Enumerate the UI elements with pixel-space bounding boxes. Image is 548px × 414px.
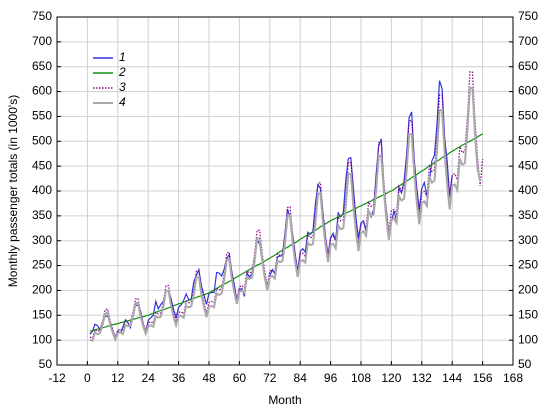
x-tick-label: 156 <box>473 371 493 385</box>
x-tick-label: 120 <box>381 371 401 385</box>
y2-tick-label: 350 <box>518 208 538 222</box>
x-tick-label: 168 <box>503 371 523 385</box>
y-tick-label: 550 <box>32 109 52 123</box>
legend-label: 4 <box>119 95 126 109</box>
y-tick-label: 750 <box>32 9 52 23</box>
y2-tick-label: 200 <box>518 283 538 297</box>
y2-tick-label: 550 <box>518 109 538 123</box>
y2-tick-label: 400 <box>518 183 538 197</box>
y-tick-label: 700 <box>32 34 52 48</box>
y2-tick-label: 250 <box>518 258 538 272</box>
x-tick-label: -12 <box>48 371 66 385</box>
x-axis-label: Month <box>268 393 301 407</box>
x-tick-label: 144 <box>442 371 462 385</box>
legend-label: 1 <box>119 50 126 64</box>
y2-tick-label: 600 <box>518 84 538 98</box>
y-tick-label: 500 <box>32 133 52 147</box>
y2-tick-label: 450 <box>518 158 538 172</box>
y-tick-label: 400 <box>32 183 52 197</box>
y2-tick-label: 300 <box>518 233 538 247</box>
y-tick-label: 100 <box>32 332 52 346</box>
x-tick-label: 108 <box>351 371 371 385</box>
x-tick-label: 0 <box>84 371 91 385</box>
y2-tick-label: 750 <box>518 9 538 23</box>
y-tick-label: 350 <box>32 208 52 222</box>
series-line <box>89 86 482 343</box>
plot-frame <box>56 16 514 366</box>
x-tick-label: 12 <box>111 371 125 385</box>
x-tick-label: 24 <box>142 371 156 385</box>
x-tick-label: 132 <box>412 371 432 385</box>
x-tick-label: 96 <box>324 371 338 385</box>
y-tick-label: 650 <box>32 59 52 73</box>
y-tick-label: 200 <box>32 283 52 297</box>
x-tick-label: 72 <box>263 371 277 385</box>
y2-tick-label: 650 <box>518 59 538 73</box>
y2-tick-label: 700 <box>518 34 538 48</box>
series-line <box>89 70 484 339</box>
y-tick-label: 50 <box>39 357 53 371</box>
y-tick-label: 300 <box>32 233 52 247</box>
x-tick-label: 60 <box>233 371 247 385</box>
y-tick-label: 150 <box>32 307 52 321</box>
x-tick-label: 84 <box>294 371 308 385</box>
legend-label: 2 <box>118 65 126 79</box>
y-tick-label: 450 <box>32 158 52 172</box>
y2-tick-label: 100 <box>518 332 538 346</box>
y-axis-label: Monthly passenger totals (in 1000's) <box>6 95 20 287</box>
y-tick-label: 250 <box>32 258 52 272</box>
y2-tick-label: 50 <box>518 357 532 371</box>
legend-label: 3 <box>119 80 126 94</box>
y2-tick-label: 500 <box>518 133 538 147</box>
y2-tick-label: 150 <box>518 307 538 321</box>
x-tick-label: 48 <box>202 371 216 385</box>
y-tick-label: 600 <box>32 84 52 98</box>
x-tick-label: 36 <box>172 371 186 385</box>
